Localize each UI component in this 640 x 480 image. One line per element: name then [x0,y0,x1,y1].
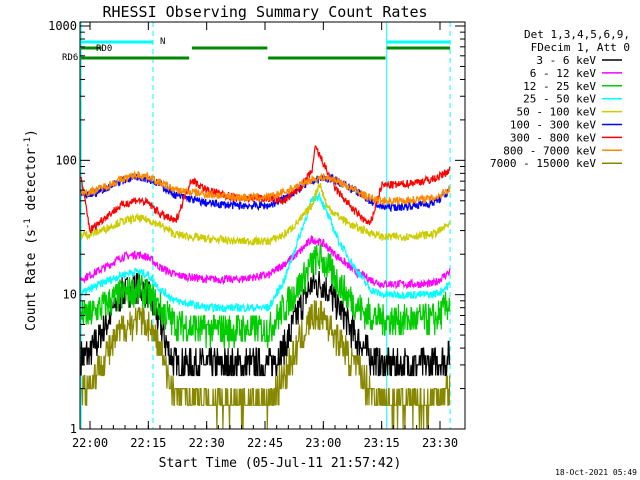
status-label-n: N [160,37,165,47]
y-tick-label: 1 [70,422,77,436]
x-tick-label: 23:15 [364,436,400,450]
legend-entry-label: 800 - 7000 keV [503,144,596,157]
y-axis-label-mid: detector [24,148,39,219]
legend-entry-label: 3 - 6 keV [536,54,596,67]
y-tick-label: 100 [55,153,77,167]
y-axis-label-sup2: -1 [23,137,33,148]
x-axis-label: Start Time (05-Jul-11 21:57:42) [159,456,402,471]
legend-entry-label: 12 - 25 keV [523,80,596,93]
legend-entry-label: 25 - 50 keV [523,93,596,106]
series-line [80,169,451,206]
series-line [80,182,451,247]
legend-entry-label: 6 - 12 keV [530,67,597,80]
y-axis-label-sup1: -1 [23,218,33,229]
timestamp: 18-Oct-2021 05:49 [555,468,637,477]
legend-entry-label: 300 - 800 keV [510,131,596,144]
legend-entry-label: 50 - 100 keV [517,106,597,119]
legend: Det 1,3,4,5,6,9, FDecim 1, Att 0 3 - 6 k… [490,28,630,170]
y-axis: 1 10 100 1000 [48,19,465,436]
x-tick-label: 22:15 [130,436,166,450]
legend-header-2: FDecim 1, Att 0 [531,41,630,54]
plot-area: N RD0 RD6 [62,22,451,429]
y-axis-label: Count Rate (s-1 detector-1) [23,129,39,331]
status-label-rd0: RD0 [96,44,112,54]
legend-entry-label: 7000 - 15000 keV [490,157,596,170]
y-tick-label: 10 [63,288,77,302]
series-line [80,244,451,349]
y-tick-label: 1000 [48,19,77,33]
status-label-rd6: RD6 [62,53,78,63]
x-tick-label: 22:30 [189,436,225,450]
x-axis: 22:00 22:15 22:30 22:45 23:00 23:15 23:30 [72,22,458,450]
x-tick-label: 23:00 [305,436,341,450]
series-layer [80,22,451,429]
chart-title: RHESSI Observing Summary Count Rates [102,3,427,21]
x-tick-label: 23:30 [422,436,458,450]
y-axis-label-end: ) [24,129,39,137]
series-line [80,235,451,290]
y-axis-label-main: Count Rate (s [24,229,39,331]
x-tick-label: 22:45 [247,436,283,450]
x-tick-label: 22:00 [72,436,108,450]
plot-frame [79,21,466,430]
series-line [80,191,451,314]
legend-header-1: Det 1,3,4,5,6,9, [524,28,630,41]
series-line [81,300,451,429]
legend-entry-label: 100 - 300 keV [510,119,596,132]
